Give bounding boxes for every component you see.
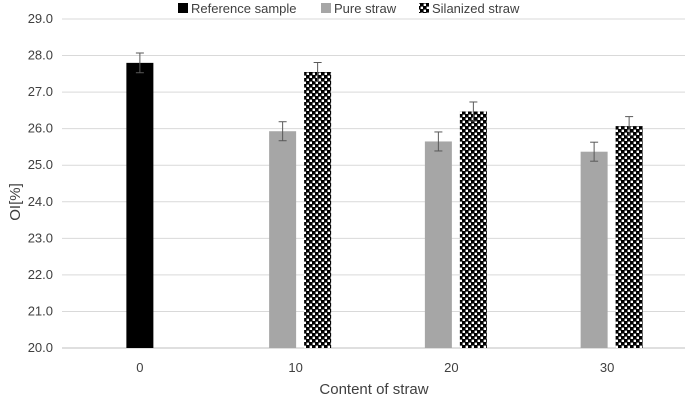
x-tick-labels: 0 10 20 30 [136, 360, 614, 375]
y-tick-labels: 20.0 21.0 22.0 23.0 24.0 25.0 26.0 27.0 28.0 29.0 [28, 11, 53, 355]
bar [615, 126, 643, 348]
y-tick-label: 29.0 [28, 11, 53, 26]
y-axis-label: OI[%] [7, 183, 24, 221]
legend-swatch [419, 3, 429, 13]
x-axis-label: Content of straw [319, 381, 428, 398]
x-tick-label: 0 [136, 360, 143, 375]
y-tick-label: 25.0 [28, 157, 53, 172]
bars [126, 62, 643, 348]
legend-swatch [178, 3, 188, 13]
x-tick-label: 20 [444, 360, 458, 375]
x-tick-label: 30 [600, 360, 614, 375]
legend-label: Reference sample [191, 1, 297, 16]
y-tick-label: 22.0 [28, 267, 53, 282]
x-tick-label: 10 [288, 360, 302, 375]
y-tick-label: 24.0 [28, 194, 53, 209]
legend-label: Silanized straw [432, 1, 520, 16]
legend: Reference sample Pure straw Silanized stra… [178, 1, 520, 16]
legend-label: Pure straw [334, 1, 397, 16]
y-tick-label: 23.0 [28, 230, 53, 245]
bar [269, 131, 297, 348]
bar [459, 111, 487, 348]
bar [126, 62, 154, 348]
y-tick-label: 27.0 [28, 84, 53, 99]
y-tick-label: 28.0 [28, 48, 53, 63]
gridlines [62, 18, 685, 349]
y-tick-label: 20.0 [28, 340, 53, 355]
bar [424, 141, 452, 348]
y-tick-label: 21.0 [28, 303, 53, 318]
legend-swatch [321, 3, 331, 13]
bar [580, 151, 608, 348]
y-tick-label: 26.0 [28, 121, 53, 136]
error-bars [135, 52, 634, 162]
bar [304, 72, 332, 348]
